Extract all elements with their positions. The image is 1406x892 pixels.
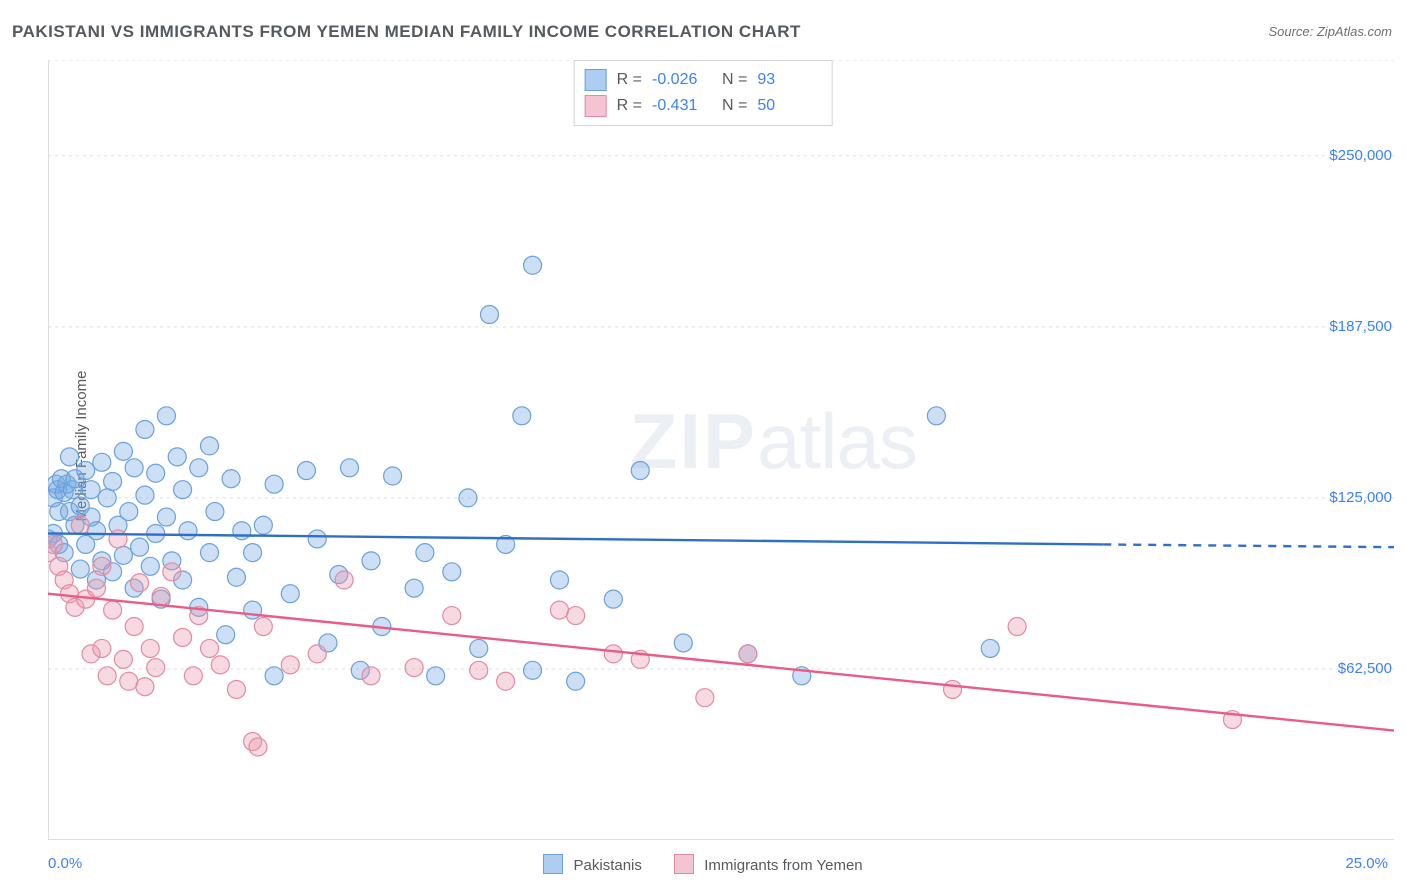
n-value-pakistanis: 93 <box>757 67 817 93</box>
n-value-yemen: 50 <box>757 93 817 119</box>
n-label: N = <box>722 93 747 119</box>
legend-item-yemen: Immigrants from Yemen <box>674 857 863 874</box>
y-tick-label: $125,000 <box>1329 489 1392 506</box>
series-legend: Pakistanis Immigrants from Yemen <box>0 854 1406 874</box>
y-tick-label: $250,000 <box>1329 147 1392 164</box>
swatch-yemen <box>674 854 694 874</box>
legend-item-pakistanis: Pakistanis <box>543 857 646 874</box>
scatter-svg <box>48 60 1394 840</box>
legend-label-pakistanis: Pakistanis <box>574 857 642 874</box>
r-label: R = <box>617 67 642 93</box>
swatch-pakistanis <box>543 854 563 874</box>
legend-label-yemen: Immigrants from Yemen <box>704 857 862 874</box>
n-label: N = <box>722 67 747 93</box>
chart-title: PAKISTANI VS IMMIGRANTS FROM YEMEN MEDIA… <box>12 22 801 42</box>
source-label: Source: ZipAtlas.com <box>1268 24 1392 39</box>
stats-row-yemen: R = -0.431 N = 50 <box>585 93 818 119</box>
r-label: R = <box>617 93 642 119</box>
swatch-pakistanis <box>585 69 607 91</box>
plot-area <box>48 60 1394 840</box>
y-tick-label: $187,500 <box>1329 318 1392 335</box>
stats-legend: R = -0.026 N = 93 R = -0.431 N = 50 <box>574 60 833 126</box>
chart-container: PAKISTANI VS IMMIGRANTS FROM YEMEN MEDIA… <box>0 0 1406 892</box>
swatch-yemen <box>585 95 607 117</box>
r-value-yemen: -0.431 <box>652 93 712 119</box>
y-tick-label: $62,500 <box>1338 660 1392 677</box>
stats-row-pakistanis: R = -0.026 N = 93 <box>585 67 818 93</box>
r-value-pakistanis: -0.026 <box>652 67 712 93</box>
